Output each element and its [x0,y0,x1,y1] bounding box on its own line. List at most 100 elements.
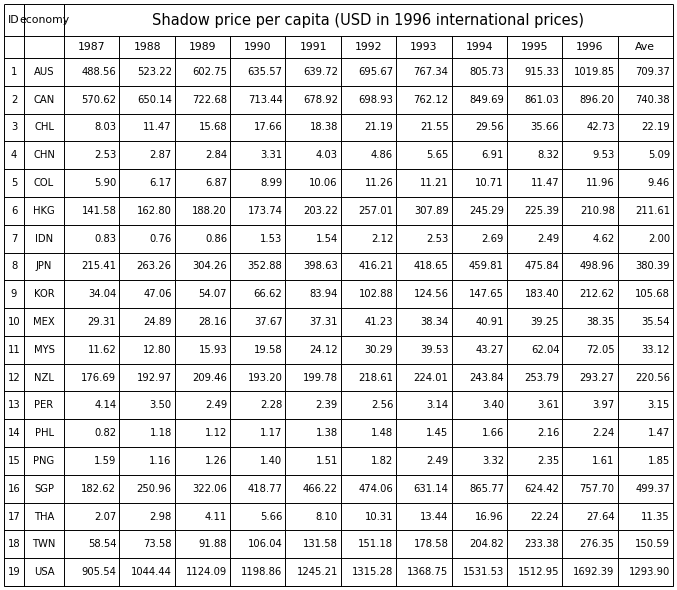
Text: 199.78: 199.78 [303,372,338,382]
Text: 2.69: 2.69 [481,234,504,244]
Text: 3.15: 3.15 [648,401,670,411]
Text: 709.37: 709.37 [635,67,670,77]
Text: 39.25: 39.25 [531,317,559,327]
Text: 1996: 1996 [576,42,604,52]
Text: 9.53: 9.53 [592,150,615,160]
Text: 4: 4 [11,150,17,160]
Text: 631.14: 631.14 [414,484,449,494]
Text: 11: 11 [7,345,20,355]
Text: 8.32: 8.32 [537,150,559,160]
Text: 9: 9 [11,289,17,299]
Text: 805.73: 805.73 [469,67,504,77]
Text: 0.76: 0.76 [150,234,172,244]
Text: 499.37: 499.37 [635,484,670,494]
Text: 650.14: 650.14 [137,94,172,104]
Text: CAN: CAN [33,94,55,104]
Text: 2.49: 2.49 [537,234,559,244]
Text: 2.24: 2.24 [592,428,615,438]
Text: 11.62: 11.62 [87,345,116,355]
Text: PNG: PNG [33,456,55,466]
Text: 2.16: 2.16 [537,428,559,438]
Text: 16: 16 [7,484,20,494]
Text: 13.44: 13.44 [420,512,449,522]
Text: 15.68: 15.68 [198,123,227,133]
Text: 131.58: 131.58 [303,539,338,549]
Text: 1.61: 1.61 [592,456,615,466]
Text: 498.96: 498.96 [580,261,615,271]
Text: 210.98: 210.98 [580,206,615,216]
Text: 35.54: 35.54 [642,317,670,327]
Text: 1.38: 1.38 [315,428,338,438]
Text: 91.88: 91.88 [198,539,227,549]
Text: 11.47: 11.47 [531,178,559,188]
Text: 188.20: 188.20 [192,206,227,216]
Text: 1512.95: 1512.95 [518,567,559,577]
Text: 1989: 1989 [189,42,216,52]
Text: KOR: KOR [34,289,54,299]
Text: 1.12: 1.12 [204,428,227,438]
Text: 150.59: 150.59 [635,539,670,549]
Text: 293.27: 293.27 [580,372,615,382]
Text: 3.14: 3.14 [427,401,449,411]
Text: 11.47: 11.47 [143,123,172,133]
Text: 19: 19 [7,567,20,577]
Text: 39.53: 39.53 [420,345,449,355]
Text: 1.59: 1.59 [94,456,116,466]
Text: 10.06: 10.06 [309,178,338,188]
Text: 41.23: 41.23 [365,317,393,327]
Text: 72.05: 72.05 [586,345,615,355]
Text: 211.61: 211.61 [635,206,670,216]
Text: 1019.85: 1019.85 [573,67,615,77]
Text: 740.38: 740.38 [636,94,670,104]
Text: 29.31: 29.31 [88,317,116,327]
Text: 17.66: 17.66 [254,123,282,133]
Text: 304.26: 304.26 [192,261,227,271]
Text: 3.97: 3.97 [592,401,615,411]
Text: 0.86: 0.86 [205,234,227,244]
Text: 6.91: 6.91 [481,150,504,160]
Text: COL: COL [34,178,54,188]
Text: 1995: 1995 [521,42,548,52]
Text: TWN: TWN [32,539,56,549]
Text: 33.12: 33.12 [642,345,670,355]
Text: 2.49: 2.49 [205,401,227,411]
Text: PER: PER [35,401,53,411]
Text: 896.20: 896.20 [580,94,615,104]
Text: 523.22: 523.22 [137,67,172,77]
Text: 2.07: 2.07 [94,512,116,522]
Text: 2.56: 2.56 [371,401,393,411]
Text: Ave: Ave [635,42,655,52]
Text: 4.62: 4.62 [592,234,615,244]
Text: 1987: 1987 [78,42,106,52]
Text: AUS: AUS [34,67,54,77]
Text: 3.61: 3.61 [537,401,559,411]
Text: 35.66: 35.66 [531,123,559,133]
Text: 2.28: 2.28 [260,401,282,411]
Text: 1368.75: 1368.75 [408,567,449,577]
Text: 147.65: 147.65 [469,289,504,299]
Text: 2.00: 2.00 [648,234,670,244]
Text: 105.68: 105.68 [635,289,670,299]
Text: 215.41: 215.41 [81,261,116,271]
Text: 0.82: 0.82 [94,428,116,438]
Text: 380.39: 380.39 [636,261,670,271]
Text: 24.89: 24.89 [144,317,172,327]
Text: 28.16: 28.16 [198,317,227,327]
Text: 83.94: 83.94 [309,289,338,299]
Text: 5.66: 5.66 [260,512,282,522]
Text: 66.62: 66.62 [254,289,282,299]
Text: 193.20: 193.20 [248,372,282,382]
Text: 905.54: 905.54 [81,567,116,577]
Text: 1531.53: 1531.53 [462,567,504,577]
Text: 15.93: 15.93 [198,345,227,355]
Text: 570.62: 570.62 [81,94,116,104]
Text: 1245.21: 1245.21 [297,567,338,577]
Text: 47.06: 47.06 [144,289,172,299]
Text: 322.06: 322.06 [192,484,227,494]
Text: 1992: 1992 [355,42,383,52]
Text: 22.19: 22.19 [641,123,670,133]
Text: economy: economy [19,15,69,25]
Text: 3.32: 3.32 [482,456,504,466]
Text: 602.75: 602.75 [192,67,227,77]
Text: 106.04: 106.04 [248,539,282,549]
